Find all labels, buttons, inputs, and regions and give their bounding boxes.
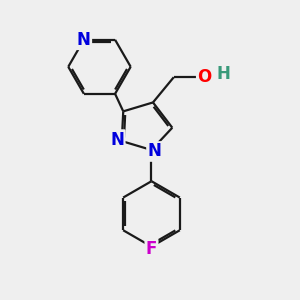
Text: N: N	[148, 142, 161, 160]
Text: H: H	[217, 65, 230, 83]
Text: N: N	[110, 130, 124, 148]
Text: F: F	[146, 240, 157, 258]
Text: O: O	[197, 68, 212, 85]
Text: N: N	[77, 31, 91, 49]
